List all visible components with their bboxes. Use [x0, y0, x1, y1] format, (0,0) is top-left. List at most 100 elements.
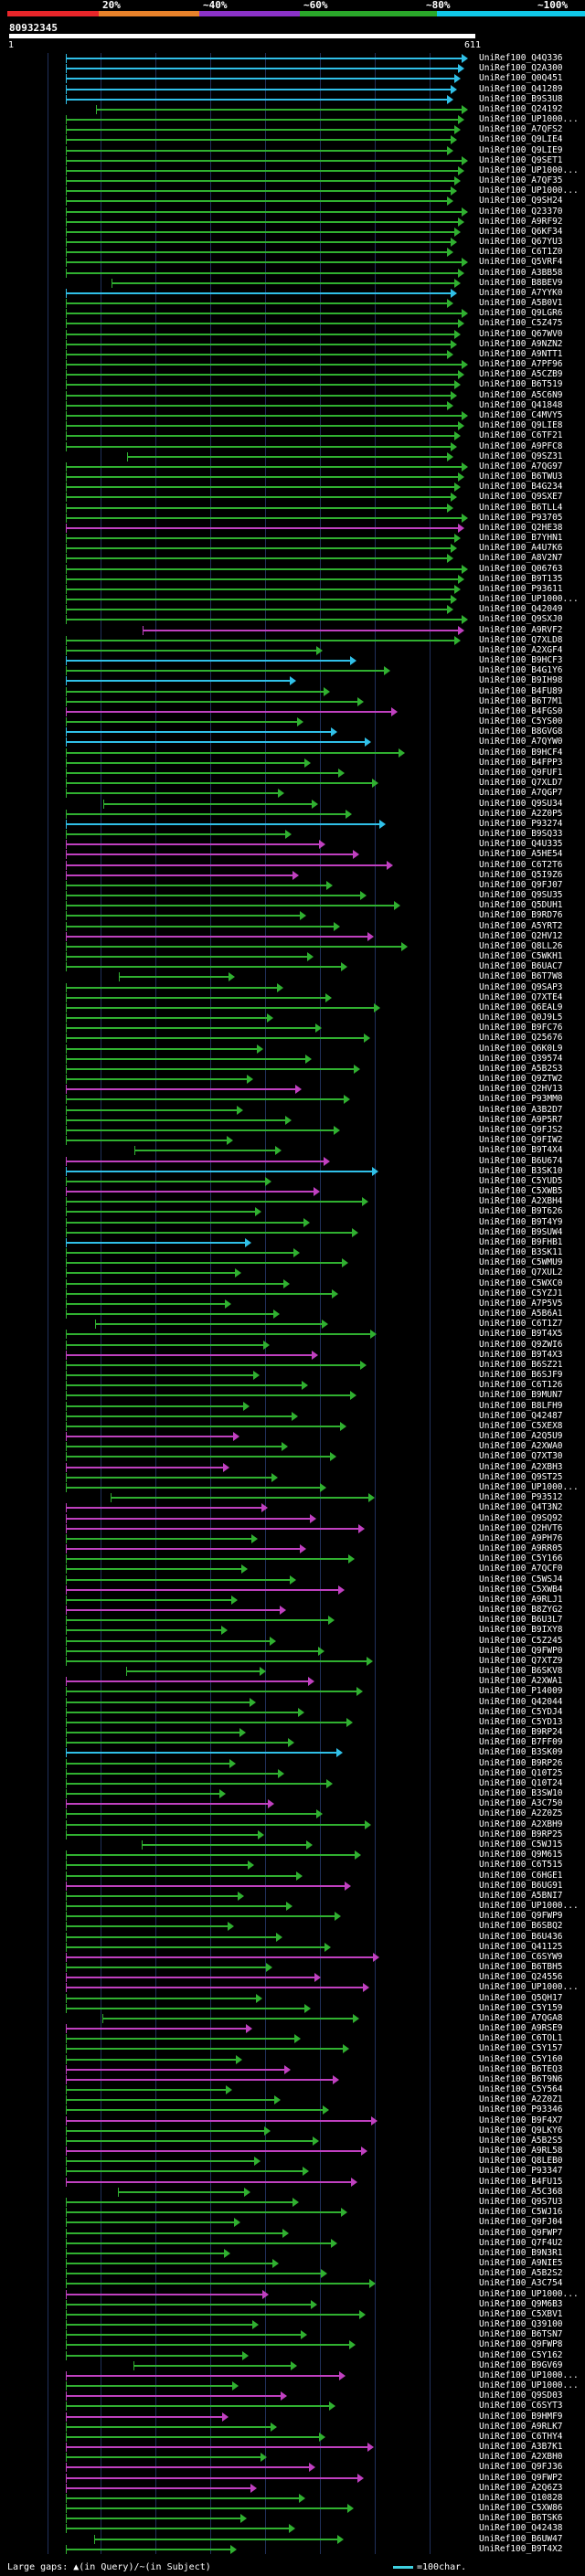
hit-row[interactable]: UniRef100_B6SZ21: [0, 1360, 585, 1371]
hit-label[interactable]: UniRef100_B9GV69: [479, 2359, 563, 2370]
hit-label[interactable]: UniRef100_Q5I9Z6: [479, 869, 563, 880]
hit-label[interactable]: UniRef100_C5XW86: [479, 2503, 563, 2514]
hit-label[interactable]: UniRef100_A5B2S3: [479, 1063, 563, 1074]
hit-label[interactable]: UniRef100_A5B6A1: [479, 1309, 563, 1320]
hit-row[interactable]: UniRef100_B9HMF9: [0, 2412, 585, 2422]
hit-label[interactable]: UniRef100_B9T4Y9: [479, 1216, 563, 1227]
hit-label[interactable]: UniRef100_A7QG97: [479, 461, 563, 472]
hit-label[interactable]: UniRef100_B9RP24: [479, 1727, 563, 1738]
hit-row[interactable]: UniRef100_Q9ZWI6: [0, 1340, 585, 1351]
hit-row[interactable]: UniRef100_Q24192: [0, 104, 585, 115]
hit-label[interactable]: UniRef100_B6U436: [479, 1931, 563, 1942]
hit-row[interactable]: UniRef100_A7QGA8: [0, 2013, 585, 2024]
hit-row[interactable]: UniRef100_C6THY4: [0, 2432, 585, 2443]
hit-label[interactable]: UniRef100_P93512: [479, 1492, 563, 1503]
hit-label[interactable]: UniRef100_Q9LIE4: [479, 134, 563, 145]
hit-label[interactable]: UniRef100_B9HCF4: [479, 747, 563, 758]
hit-label[interactable]: UniRef100_A8V2N7: [479, 553, 563, 564]
hit-label[interactable]: UniRef100_B6T7M1: [479, 695, 563, 706]
hit-row[interactable]: UniRef100_Q9SZ31: [0, 451, 585, 462]
hit-row[interactable]: UniRef100_Q4T3N2: [0, 1502, 585, 1513]
hit-label[interactable]: UniRef100_Q10828: [479, 2492, 563, 2503]
hit-label[interactable]: UniRef100_Q9FJS2: [479, 1125, 563, 1135]
hit-row[interactable]: UniRef100_A9PFC8: [0, 441, 585, 452]
hit-label[interactable]: UniRef100_C6TF21: [479, 430, 563, 441]
hit-label[interactable]: UniRef100_UP1000...: [479, 594, 579, 605]
hit-row[interactable]: UniRef100_B6TSN7: [0, 2329, 585, 2340]
hit-label[interactable]: UniRef100_C5Y564: [479, 2084, 563, 2095]
hit-label[interactable]: UniRef100_B6SKV8: [479, 1666, 563, 1677]
hit-label[interactable]: UniRef100_A7QGA8: [479, 2012, 563, 2023]
hit-row[interactable]: UniRef100_A2XBH9: [0, 1819, 585, 1830]
hit-label[interactable]: UniRef100_C6T1Z7: [479, 1319, 563, 1330]
hit-row[interactable]: UniRef100_Q4Q336: [0, 53, 585, 64]
hit-row[interactable]: UniRef100_C5WSJ4: [0, 1574, 585, 1585]
hit-label[interactable]: UniRef100_A2Q6Z3: [479, 2482, 563, 2493]
hit-label[interactable]: UniRef100_Q9SAP3: [479, 981, 563, 992]
hit-row[interactable]: UniRef100_P93MM0: [0, 1094, 585, 1105]
hit-label[interactable]: UniRef100_Q9FWP0: [479, 1645, 563, 1656]
hit-row[interactable]: UniRef100_Q2HV12: [0, 931, 585, 942]
hit-label[interactable]: UniRef100_Q7XTE4: [479, 991, 563, 1002]
hit-row[interactable]: UniRef100_B8GVG8: [0, 726, 585, 737]
hit-row[interactable]: UniRef100_Q7XLD8: [0, 635, 585, 646]
hit-label[interactable]: UniRef100_C4MVY5: [479, 410, 563, 420]
hit-row[interactable]: UniRef100_A2XWA1: [0, 1676, 585, 1687]
hit-row[interactable]: UniRef100_A5B0V1: [0, 298, 585, 309]
hit-label[interactable]: UniRef100_Q9SH24: [479, 196, 563, 207]
hit-label[interactable]: UniRef100_Q42049: [479, 604, 563, 615]
hit-label[interactable]: UniRef100_B9SQ33: [479, 829, 563, 840]
hit-label[interactable]: UniRef100_Q42438: [479, 2523, 563, 2534]
hit-row[interactable]: UniRef100_B9RP26: [0, 1758, 585, 1769]
hit-label[interactable]: UniRef100_A9RLJ1: [479, 1594, 563, 1605]
hit-row[interactable]: UniRef100_Q9FIW2: [0, 1135, 585, 1146]
hit-label[interactable]: UniRef100_A9PFC8: [479, 440, 563, 451]
hit-row[interactable]: UniRef100_B3SW10: [0, 1788, 585, 1799]
hit-label[interactable]: UniRef100_A9NIE5: [479, 2258, 563, 2269]
hit-label[interactable]: UniRef100_A9NZN2: [479, 338, 563, 349]
hit-label[interactable]: UniRef100_C5WJ16: [479, 2207, 563, 2218]
hit-label[interactable]: UniRef100_Q4U335: [479, 839, 563, 850]
hit-label[interactable]: UniRef100_B6TLL4: [479, 502, 563, 513]
hit-label[interactable]: UniRef100_Q9FJ07: [479, 879, 563, 890]
hit-row[interactable]: UniRef100_A9RLK7: [0, 2422, 585, 2433]
hit-row[interactable]: UniRef100_B9RP25: [0, 1829, 585, 1840]
hit-row[interactable]: UniRef100_A3B7K1: [0, 2442, 585, 2453]
hit-label[interactable]: UniRef100_C6T1Z0: [479, 247, 563, 258]
hit-label[interactable]: UniRef100_B3SK10: [479, 1165, 563, 1176]
hit-label[interactable]: UniRef100_C5YS00: [479, 716, 563, 727]
hit-row[interactable]: UniRef100_A2Z0Z5: [0, 1808, 585, 1819]
hit-row[interactable]: UniRef100_B9T626: [0, 1206, 585, 1217]
hit-row[interactable]: UniRef100_Q9S7U3: [0, 2197, 585, 2208]
hit-row[interactable]: UniRef100_B6T7M1: [0, 696, 585, 707]
hit-row[interactable]: UniRef100_A9NTT1: [0, 349, 585, 360]
hit-label[interactable]: UniRef100_B3SK09: [479, 1747, 563, 1758]
hit-label[interactable]: UniRef100_A7PF96: [479, 359, 563, 370]
hit-label[interactable]: UniRef100_C6T515: [479, 1860, 563, 1871]
hit-row[interactable]: UniRef100_Q7XUL2: [0, 1267, 585, 1278]
hit-label[interactable]: UniRef100_Q25676: [479, 1033, 563, 1044]
hit-row[interactable]: UniRef100_Q9FJ36: [0, 2462, 585, 2473]
hit-label[interactable]: UniRef100_B4G234: [479, 482, 563, 493]
hit-row[interactable]: UniRef100_C5YZJ1: [0, 1288, 585, 1299]
hit-row[interactable]: UniRef100_A9RF92: [0, 217, 585, 228]
hit-row[interactable]: UniRef100_A7YYK0: [0, 288, 585, 299]
hit-row[interactable]: UniRef100_A2XGF4: [0, 645, 585, 656]
hit-row[interactable]: UniRef100_C4MVY5: [0, 410, 585, 421]
hit-row[interactable]: UniRef100_C5Z245: [0, 1636, 585, 1647]
hit-row[interactable]: UniRef100_Q41125: [0, 1942, 585, 1953]
hit-row[interactable]: UniRef100_B9MUN7: [0, 1390, 585, 1401]
hit-label[interactable]: UniRef100_A2XWA0: [479, 1441, 563, 1452]
hit-label[interactable]: UniRef100_A9RSE9: [479, 2023, 563, 2034]
hit-row[interactable]: UniRef100_C5Y564: [0, 2084, 585, 2095]
hit-label[interactable]: UniRef100_Q10T25: [479, 1767, 563, 1778]
hit-label[interactable]: UniRef100_A7P5V5: [479, 1298, 563, 1309]
hit-label[interactable]: UniRef100_A3B2D7: [479, 1104, 563, 1115]
hit-row[interactable]: UniRef100_Q9FUF1: [0, 768, 585, 779]
hit-row[interactable]: UniRef100_C6SYW9: [0, 1952, 585, 1963]
hit-label[interactable]: UniRef100_B7FF09: [479, 1737, 563, 1748]
hit-row[interactable]: UniRef100_P93347: [0, 2166, 585, 2177]
hit-row[interactable]: UniRef100_Q0J9L5: [0, 1012, 585, 1023]
hit-label[interactable]: UniRef100_B9T135: [479, 573, 563, 584]
hit-row[interactable]: UniRef100_A9PH76: [0, 1533, 585, 1544]
